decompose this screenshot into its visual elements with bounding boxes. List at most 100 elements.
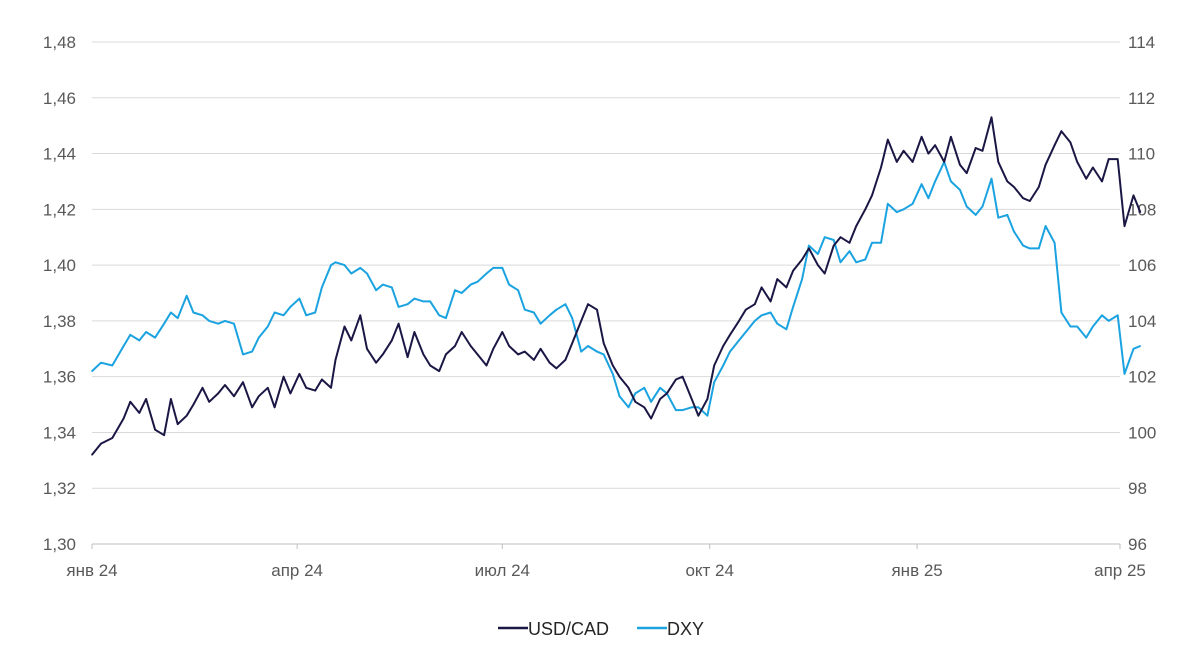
- data-point: [91, 370, 93, 372]
- data-point: [902, 150, 905, 152]
- data-point: [1060, 130, 1063, 132]
- x-axis: янв 24 апр 24 июл 24 окт 24 янв 25 апр 25: [66, 544, 1146, 580]
- y-left-tick-label: 1,30: [43, 535, 76, 554]
- y-left-tick-label: 1,40: [43, 256, 76, 275]
- data-point: [823, 236, 826, 238]
- data-point: [539, 348, 542, 350]
- data-point: [145, 331, 147, 333]
- y-left-tick-label: 1,32: [43, 479, 76, 498]
- y-axis-right: 96 98 100 102 104 106 108 110 112 114: [1128, 33, 1156, 554]
- data-point: [413, 331, 416, 333]
- data-point: [382, 283, 384, 286]
- data-point: [305, 314, 308, 317]
- data-point: [848, 242, 851, 244]
- data-point: [801, 258, 803, 261]
- data-point: [314, 389, 317, 392]
- data-point: [596, 350, 598, 353]
- data-point: [91, 454, 93, 456]
- data-point: [267, 325, 269, 328]
- data-point: [832, 239, 835, 241]
- data-point: [902, 208, 905, 211]
- data-point: [298, 373, 301, 375]
- data-point: [776, 278, 779, 280]
- data-point: [855, 225, 857, 227]
- data-point: [548, 314, 551, 317]
- data-point: [713, 364, 715, 367]
- data-point: [896, 211, 898, 213]
- data-point: [501, 331, 504, 333]
- data-point: [1123, 225, 1126, 227]
- data-point: [1044, 163, 1047, 166]
- y-right-tick-label: 112: [1128, 89, 1155, 108]
- data-point: [176, 317, 179, 319]
- data-point: [242, 353, 244, 356]
- data-point: [729, 350, 731, 353]
- data-point: [129, 401, 132, 403]
- data-point: [571, 317, 573, 319]
- data-point: [927, 197, 930, 199]
- y-left-tick-label: 1,34: [43, 423, 76, 442]
- data-point: [469, 283, 472, 286]
- data-point: [100, 361, 102, 364]
- data-point: [305, 387, 308, 389]
- data-point: [413, 297, 416, 300]
- data-point: [911, 203, 914, 205]
- data-point: [224, 320, 226, 322]
- data-point: [533, 359, 535, 361]
- data-point: [612, 364, 614, 367]
- data-point: [880, 166, 882, 169]
- data-point: [217, 392, 219, 395]
- legend-label: DXY: [667, 619, 704, 639]
- data-point: [634, 401, 637, 403]
- data-point: [864, 208, 867, 211]
- data-point: [745, 331, 747, 333]
- data-point: [366, 348, 368, 350]
- data-point: [170, 311, 172, 314]
- data-point: [422, 353, 425, 356]
- data-point: [738, 339, 740, 342]
- data-point: [690, 406, 693, 409]
- data-point: [321, 378, 323, 381]
- data-point: [1044, 225, 1047, 227]
- data-point: [1092, 166, 1094, 169]
- data-point: [460, 331, 463, 333]
- data-point: [887, 138, 889, 141]
- data-point: [602, 353, 605, 356]
- data-point: [145, 398, 147, 400]
- data-point: [1085, 177, 1087, 180]
- data-point: [580, 350, 582, 353]
- data-point: [1006, 214, 1009, 216]
- data-point: [382, 353, 384, 356]
- data-point: [321, 286, 323, 289]
- data-point: [823, 272, 826, 275]
- data-point: [366, 272, 368, 275]
- data-point: [391, 286, 393, 289]
- series-dxy: [91, 160, 1142, 417]
- data-point: [950, 136, 952, 138]
- data-point: [539, 322, 542, 325]
- data-point: [880, 242, 882, 244]
- data-point: [808, 244, 810, 247]
- data-point: [911, 161, 914, 163]
- data-point: [587, 345, 589, 347]
- data-point: [785, 286, 788, 289]
- data-point: [612, 373, 614, 375]
- data-point: [1101, 314, 1103, 317]
- data-point: [681, 409, 684, 411]
- data-point: [273, 406, 276, 409]
- y-left-tick-label: 1,44: [43, 145, 76, 164]
- data-point: [681, 375, 684, 378]
- data-point: [634, 392, 637, 395]
- data-point: [258, 336, 260, 339]
- y-left-tick-label: 1,46: [43, 89, 76, 108]
- x-tick-label: янв 24: [66, 561, 117, 580]
- data-point: [627, 406, 630, 409]
- data-point: [138, 412, 141, 414]
- data-point: [438, 370, 441, 372]
- data-point: [943, 161, 945, 163]
- data-point: [476, 353, 479, 356]
- data-point: [1053, 144, 1056, 146]
- data-point: [429, 364, 432, 367]
- data-point: [508, 345, 510, 347]
